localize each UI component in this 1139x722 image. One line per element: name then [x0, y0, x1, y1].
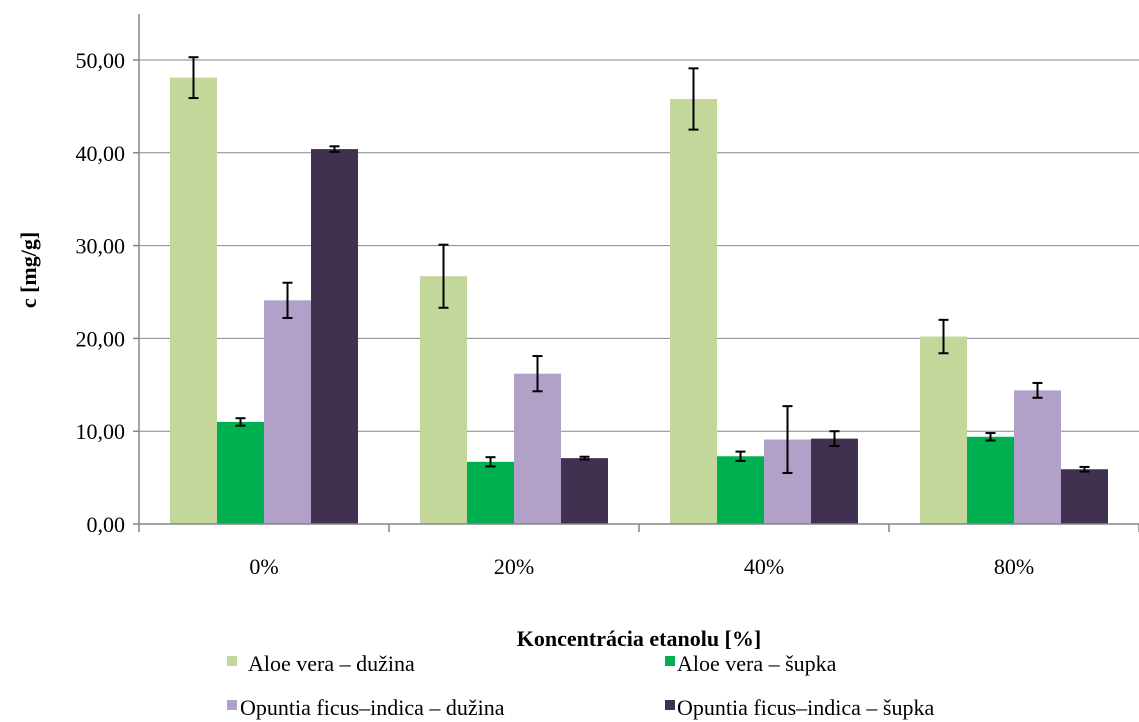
y-tick-label: 0,00 [87, 512, 126, 537]
legend-swatch-opuntia-supka [665, 700, 675, 710]
bar [170, 77, 217, 524]
axes [133, 14, 1139, 532]
y-tick-label: 50,00 [76, 48, 126, 73]
x-tick-label: 20% [494, 554, 534, 579]
bar [217, 421, 264, 524]
tick-labels: 0,00 10,00 20,00 30,00 40,00 50,00 0% 20% 40% 80% [76, 48, 1035, 579]
legend-swatch-aloe-duzina [227, 656, 237, 666]
bar [1061, 469, 1108, 524]
legend-label-opuntia-supka: Opuntia ficus–indica – šupka [677, 695, 934, 720]
legend-label-opuntia-duzina: Opuntia ficus–indica – dužina [240, 695, 505, 720]
bar [1014, 390, 1061, 524]
x-axis-title: Koncentrácia etanolu [%] [517, 626, 761, 651]
legend-swatch-opuntia-duzina [227, 700, 237, 710]
legend-label-aloe-duzina: Aloe vera – dužina [248, 651, 415, 676]
bars [170, 56, 1108, 524]
bar [264, 300, 311, 524]
x-tick-label: 40% [744, 554, 784, 579]
legend-label-aloe-supka: Aloe vera – šupka [677, 651, 837, 676]
y-tick-label: 20,00 [76, 326, 126, 351]
legend: Aloe vera – dužina Aloe vera – šupka Opu… [227, 651, 934, 720]
bar [311, 149, 358, 524]
legend-swatch-aloe-supka [665, 656, 675, 666]
x-tick-label: 0% [249, 554, 278, 579]
bar [561, 458, 608, 524]
bar [920, 336, 967, 524]
y-tick-label: 10,00 [76, 419, 126, 444]
bar [514, 373, 561, 524]
y-tick-label: 40,00 [76, 141, 126, 166]
bar [967, 436, 1014, 524]
y-axis-title: c [mg/g] [16, 232, 41, 308]
bar [420, 276, 467, 524]
bar [811, 438, 858, 524]
y-tick-label: 30,00 [76, 234, 126, 259]
x-tick-label: 80% [994, 554, 1034, 579]
bar [467, 461, 514, 524]
bar [717, 456, 764, 524]
bar [670, 98, 717, 524]
